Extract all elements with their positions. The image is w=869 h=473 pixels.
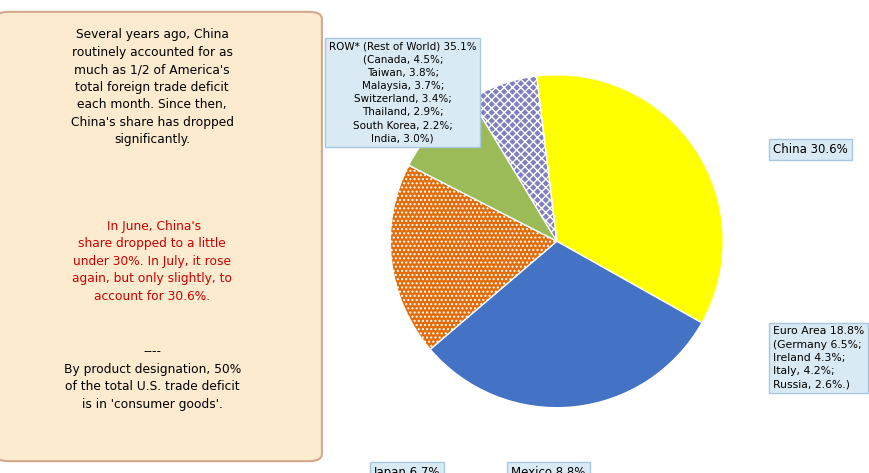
Wedge shape [390, 165, 556, 350]
Text: Several years ago, China
routinely accounted for as
much as 1/2 of America's
tot: Several years ago, China routinely accou… [70, 28, 234, 146]
Text: ROW* (Rest of World) 35.1%
(Canada, 4.5%;
Taiwan, 3.8%;
Malaysia, 3.7%;
Switzerl: ROW* (Rest of World) 35.1% (Canada, 4.5%… [328, 42, 476, 144]
Text: Japan 6.7%: Japan 6.7% [374, 466, 440, 473]
Wedge shape [408, 99, 556, 241]
Wedge shape [429, 241, 701, 408]
Text: Euro Area 18.8%
(Germany 6.5%;
Ireland 4.3%;
Italy, 4.2%;
Russia, 2.6%.): Euro Area 18.8% (Germany 6.5%; Ireland 4… [773, 326, 864, 389]
Wedge shape [470, 76, 556, 241]
Wedge shape [536, 75, 722, 323]
Text: ----
By product designation, 50%
of the total U.S. trade deficit
is in 'consumer: ---- By product designation, 50% of the … [63, 345, 241, 411]
Text: In June, China's
share dropped to a little
under 30%. In July, it rose
again, bu: In June, China's share dropped to a litt… [72, 220, 232, 303]
FancyBboxPatch shape [0, 12, 322, 461]
Text: Mexico 8.8%: Mexico 8.8% [511, 466, 585, 473]
Text: China 30.6%: China 30.6% [773, 143, 847, 156]
